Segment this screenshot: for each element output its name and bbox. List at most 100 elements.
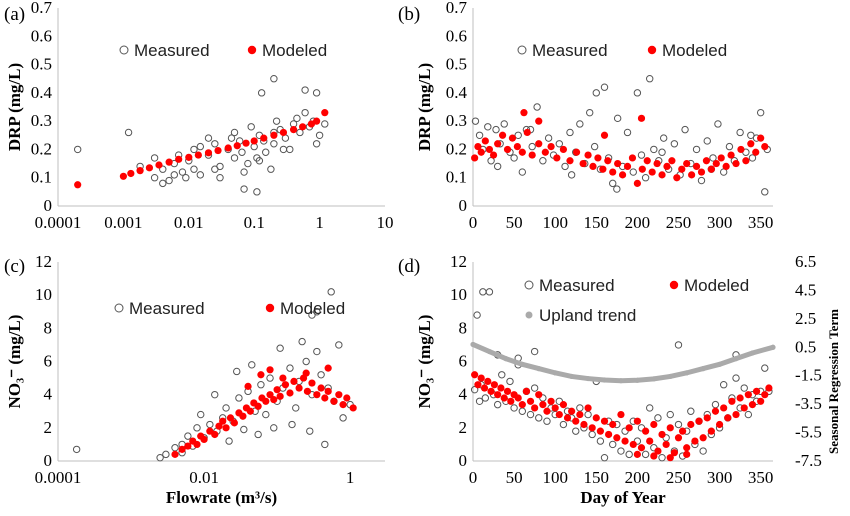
x-tick-label: 50 xyxy=(506,468,523,487)
y-tick-label: 0.7 xyxy=(446,0,468,17)
modeled-point xyxy=(171,450,179,458)
modeled-point xyxy=(687,420,695,429)
modeled-point xyxy=(539,401,547,409)
modeled-point xyxy=(654,447,662,455)
y-tick-label: 0.3 xyxy=(31,111,52,130)
modeled-point xyxy=(584,404,592,412)
measured-point xyxy=(222,404,230,412)
measured-point xyxy=(315,131,324,139)
legend-marker-upland xyxy=(525,311,533,319)
modeled-point xyxy=(633,450,641,458)
measured-point xyxy=(544,134,553,142)
measured-point xyxy=(298,337,306,346)
measured-point xyxy=(327,288,335,296)
measured-point xyxy=(317,371,325,379)
modeled-point xyxy=(279,374,287,382)
modeled-point xyxy=(498,131,507,139)
modeled-point xyxy=(330,397,338,405)
measured-point xyxy=(196,171,205,179)
y-tick-label: 12 xyxy=(450,252,467,271)
legend-marker-modeled xyxy=(247,45,257,55)
modeled-point xyxy=(165,158,173,166)
measured-point xyxy=(650,145,658,154)
measured-point xyxy=(530,384,539,392)
modeled-point xyxy=(722,162,730,170)
modeled-point xyxy=(523,128,531,137)
y-tick-label: 0.2 xyxy=(31,139,52,158)
modeled-point xyxy=(295,384,303,392)
y-tick-label: 0.6 xyxy=(31,26,52,45)
modeled-point xyxy=(699,434,707,442)
modeled-point xyxy=(637,114,646,122)
modeled-point xyxy=(490,381,498,389)
measured-point xyxy=(170,171,178,179)
measured-point xyxy=(211,140,219,148)
measured-point xyxy=(479,288,487,296)
y-tick-label: 0.4 xyxy=(446,83,468,102)
measured-point xyxy=(150,154,159,162)
y2-tick-label: -1.5 xyxy=(795,366,822,385)
upland-trend-line xyxy=(470,341,776,384)
measured-point xyxy=(124,128,133,137)
measured-point xyxy=(493,400,502,409)
measured-point xyxy=(193,424,201,432)
modeled-point xyxy=(576,410,584,419)
measured-point xyxy=(216,174,224,182)
measured-point xyxy=(510,154,518,162)
measured-point xyxy=(623,128,632,137)
y2-tick-label: 0.5 xyxy=(795,337,816,356)
y-tick-label: 0.5 xyxy=(31,55,52,74)
modeled-point xyxy=(489,151,498,159)
measured-point xyxy=(293,114,301,123)
measured-point xyxy=(485,288,494,296)
modeled-point xyxy=(727,151,735,159)
legend: Measured Modeled xyxy=(517,41,727,60)
measured-point xyxy=(266,374,274,382)
measured-point xyxy=(235,394,243,402)
modeled-point xyxy=(535,117,543,125)
measured-point xyxy=(206,420,214,429)
legend-marker-measured xyxy=(119,45,129,55)
modeled-point xyxy=(642,427,650,435)
modeled-point xyxy=(650,420,658,429)
modeled-point xyxy=(707,165,715,173)
x-tick-label: 0.001 xyxy=(104,213,142,232)
modeled-point xyxy=(233,142,241,150)
measured-point xyxy=(279,145,288,154)
modeled-point xyxy=(614,159,622,168)
measured-point xyxy=(471,117,480,125)
measured-point xyxy=(475,397,484,405)
modeled-point xyxy=(674,434,683,442)
measured-point xyxy=(72,445,81,454)
x-tick-label: 0.0001 xyxy=(35,213,82,232)
x-tick-label: 1 xyxy=(346,468,355,487)
modeled-point xyxy=(572,148,581,156)
measured-point xyxy=(150,174,159,182)
modeled-point xyxy=(637,444,646,452)
modeled-point xyxy=(589,162,597,170)
measured-point xyxy=(233,367,241,376)
modeled-point xyxy=(559,145,568,154)
measured-point xyxy=(248,361,256,369)
measured-point xyxy=(600,453,609,462)
legend-marker-measured xyxy=(114,303,124,313)
series-modeled xyxy=(74,109,329,189)
measured-point xyxy=(629,168,637,176)
modeled-point xyxy=(155,161,163,169)
modeled-point xyxy=(757,134,765,142)
measured-point xyxy=(493,162,502,171)
modeled-point xyxy=(695,417,703,425)
modeled-point xyxy=(127,169,135,178)
modeled-point xyxy=(194,151,202,159)
modeled-point xyxy=(668,157,676,165)
measured-point xyxy=(484,123,492,131)
modeled-point xyxy=(600,131,609,139)
x-axis-title: Day of Year xyxy=(580,488,666,507)
measured-point xyxy=(276,344,284,352)
measured-point xyxy=(498,371,506,379)
modeled-point xyxy=(638,165,646,173)
measured-point xyxy=(709,154,717,162)
measured-point xyxy=(257,381,265,389)
panel-label: (b) xyxy=(398,4,420,25)
measured-point xyxy=(302,357,310,366)
